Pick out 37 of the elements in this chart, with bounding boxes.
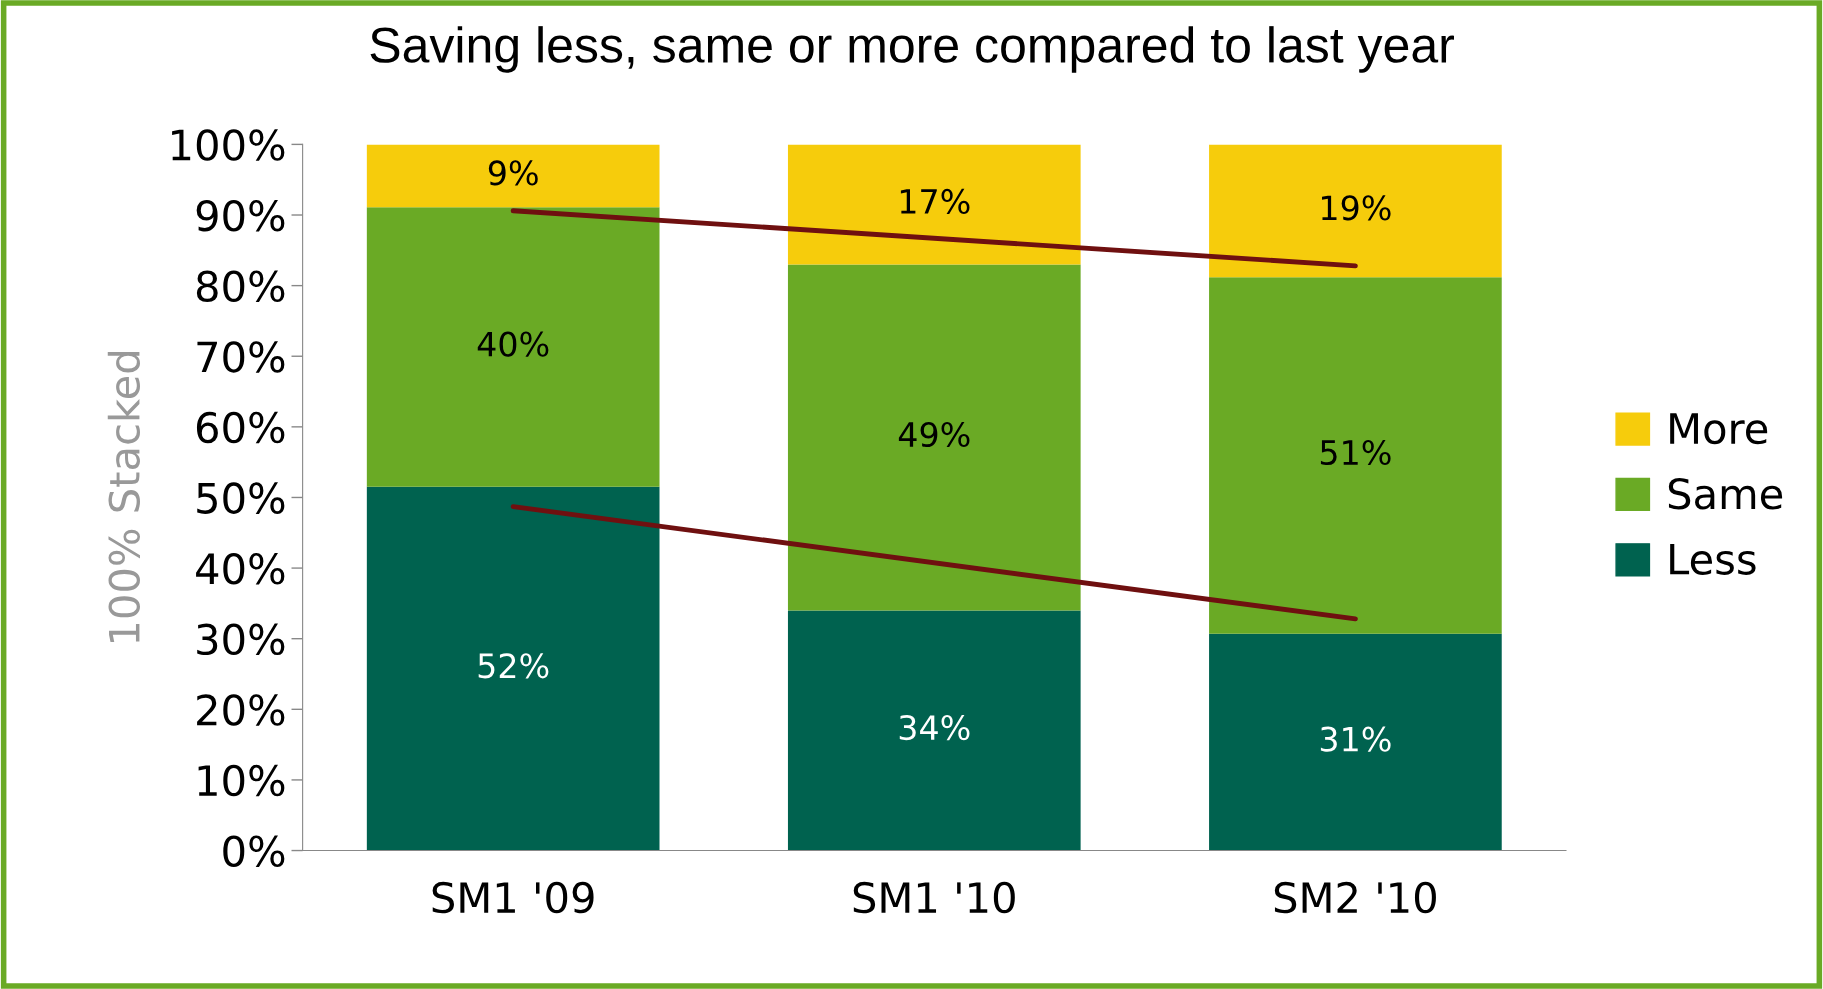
y-tick-label: 40% <box>196 552 285 585</box>
chart-title: Saving less, same or more compared to last year <box>370 26 1454 73</box>
y-axis-title: 100% Stacked <box>107 352 141 643</box>
data-label: 19% <box>1322 195 1391 221</box>
y-tick-label: 10% <box>198 764 285 797</box>
data-label: 49% <box>898 421 970 448</box>
y-tick-label: 80% <box>196 270 285 303</box>
y-tick-label: 20% <box>197 694 285 726</box>
bar <box>1209 144 1502 278</box>
data-label: 31% <box>1320 726 1391 752</box>
data-label: 51% <box>1320 439 1391 466</box>
bar <box>1209 633 1502 851</box>
y-tick-label: 0% <box>223 835 285 867</box>
y-tick-label: 60% <box>196 411 285 444</box>
data-label: 34% <box>899 714 970 741</box>
bar <box>787 610 1081 851</box>
bar <box>366 207 660 487</box>
legend-label: Less <box>1670 543 1756 575</box>
y-tick-label: 50% <box>197 482 285 514</box>
legend-label: Same <box>1668 478 1783 510</box>
data-label: 40% <box>477 331 549 357</box>
legend-label: More <box>1670 413 1768 445</box>
y-tick-label: 90% <box>196 199 285 232</box>
y-tick-label: 70% <box>197 341 285 373</box>
data-label: 17% <box>900 188 970 215</box>
y-tick-label: 30% <box>197 623 285 656</box>
x-tick-label: SM1 '10 <box>853 881 1015 914</box>
x-tick-label: SM1 '09 <box>432 881 594 914</box>
bar <box>787 264 1081 611</box>
bar <box>366 486 660 851</box>
data-label: 52% <box>478 653 549 679</box>
bar <box>366 144 660 208</box>
data-label: 9% <box>488 160 538 186</box>
bar <box>1209 277 1502 634</box>
bar <box>787 144 1081 265</box>
y-tick-label: 100% <box>172 129 285 161</box>
x-tick-label: SM2 '10 <box>1274 881 1436 914</box>
